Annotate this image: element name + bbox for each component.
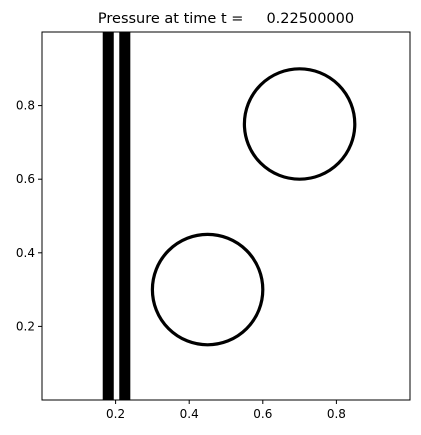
x-tick-label-2: 0.4	[180, 407, 199, 421]
y-tick-label-2: 0.4	[16, 246, 35, 260]
circle-contour-1	[242, 67, 357, 181]
circle-contour-2	[150, 232, 265, 347]
vertical-band-1	[102, 32, 114, 400]
y-tick-label-4: 0.8	[16, 99, 35, 113]
x-tick-label-4: 0.8	[327, 407, 346, 421]
y-tick-label-1: 0.2	[16, 319, 35, 333]
y-axis: 0.2 0.4 0.6 0.8	[16, 99, 42, 333]
x-tick-label-1: 0.2	[106, 407, 125, 421]
y-tick-label-3: 0.6	[16, 172, 35, 186]
vertical-band-2	[119, 32, 131, 400]
plot-frame	[41, 31, 411, 401]
x-tick-label-3: 0.6	[253, 407, 272, 421]
plot-marks	[102, 32, 357, 400]
chart-title: Pressure at time t = 0.22500000	[98, 11, 354, 27]
x-axis: 0.2 0.4 0.6 0.8	[106, 400, 346, 421]
